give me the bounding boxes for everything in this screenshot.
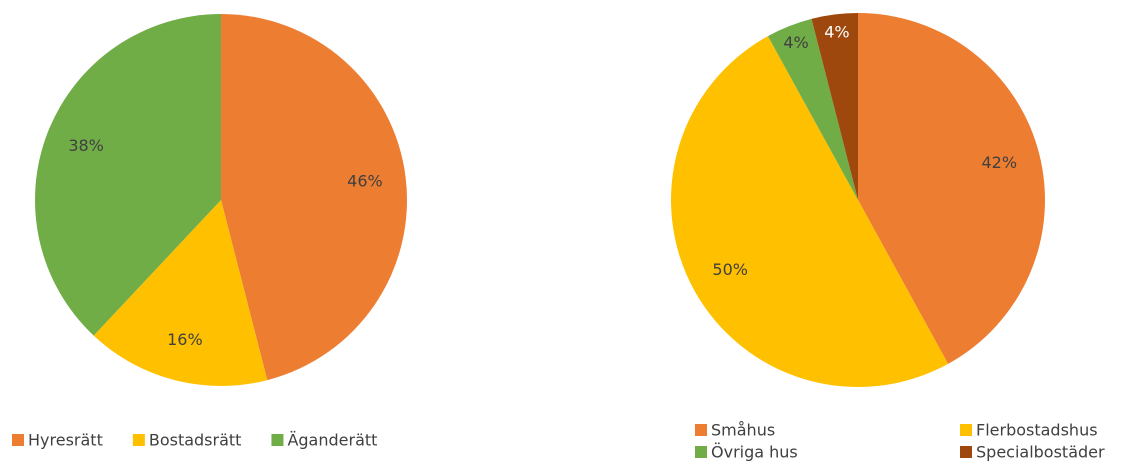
pie-slice bbox=[35, 14, 222, 336]
pie-slice bbox=[671, 36, 949, 388]
legend-swatch bbox=[960, 424, 972, 436]
data-label: 50% bbox=[712, 260, 748, 279]
pie-slice bbox=[93, 200, 268, 386]
pie-slice bbox=[767, 18, 858, 200]
legend-label: Flerbostadshus bbox=[976, 421, 1098, 440]
legend-label: Bostadsrätt bbox=[149, 431, 242, 450]
legend-swatch bbox=[12, 434, 24, 446]
legend-label: Hyresrätt bbox=[28, 431, 103, 450]
pie-slice bbox=[221, 14, 407, 381]
data-label: 38% bbox=[68, 136, 104, 155]
legend: Hyresrätt Bostadsrätt Äganderätt bbox=[12, 431, 377, 450]
legend-label: Övriga hus bbox=[711, 443, 798, 462]
legend-swatch bbox=[695, 446, 707, 458]
legend-swatch bbox=[132, 434, 145, 446]
pie-slice bbox=[858, 13, 1045, 364]
data-label: 4% bbox=[783, 33, 808, 52]
data-label: 42% bbox=[981, 153, 1017, 172]
legend-swatch bbox=[271, 434, 284, 446]
legend-label: Äganderätt bbox=[287, 431, 377, 450]
legend-swatch bbox=[960, 446, 972, 458]
legend-label: Småhus bbox=[711, 421, 775, 440]
legend-swatch bbox=[695, 424, 707, 436]
pie-slice bbox=[811, 13, 858, 200]
data-label: 4% bbox=[824, 23, 849, 42]
legend: Småhus Flerbostadshus Övriga hus Specialbos… bbox=[695, 421, 1105, 462]
data-label: 46% bbox=[347, 171, 383, 190]
legend-label: Specialbostäder bbox=[976, 443, 1105, 462]
data-label: 16% bbox=[167, 330, 203, 349]
